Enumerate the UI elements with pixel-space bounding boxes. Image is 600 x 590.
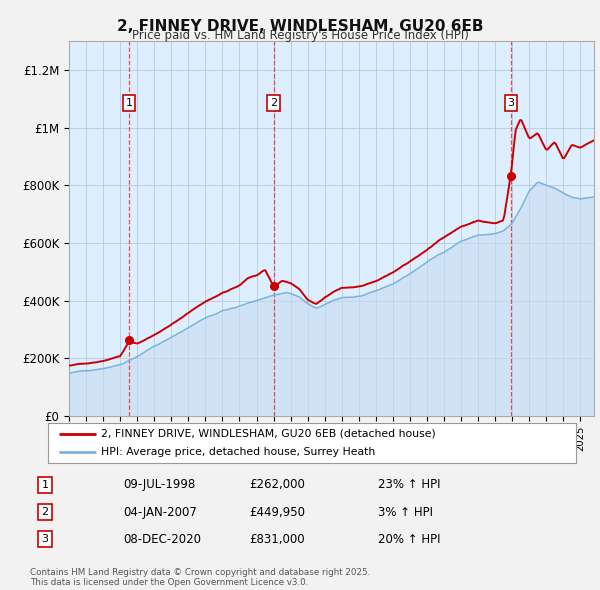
- Text: Price paid vs. HM Land Registry's House Price Index (HPI): Price paid vs. HM Land Registry's House …: [131, 30, 469, 42]
- Text: 04-JAN-2007: 04-JAN-2007: [123, 506, 197, 519]
- Text: £831,000: £831,000: [249, 533, 305, 546]
- Text: 08-DEC-2020: 08-DEC-2020: [123, 533, 201, 546]
- Text: £262,000: £262,000: [249, 478, 305, 491]
- Text: 3% ↑ HPI: 3% ↑ HPI: [378, 506, 433, 519]
- Text: 2: 2: [41, 507, 49, 517]
- Text: 2, FINNEY DRIVE, WINDLESHAM, GU20 6EB (detached house): 2, FINNEY DRIVE, WINDLESHAM, GU20 6EB (d…: [101, 429, 436, 439]
- Text: 23% ↑ HPI: 23% ↑ HPI: [378, 478, 440, 491]
- Text: Contains HM Land Registry data © Crown copyright and database right 2025.
This d: Contains HM Land Registry data © Crown c…: [30, 568, 370, 587]
- Text: 20% ↑ HPI: 20% ↑ HPI: [378, 533, 440, 546]
- Text: 2, FINNEY DRIVE, WINDLESHAM, GU20 6EB: 2, FINNEY DRIVE, WINDLESHAM, GU20 6EB: [117, 19, 483, 34]
- Text: HPI: Average price, detached house, Surrey Heath: HPI: Average price, detached house, Surr…: [101, 447, 375, 457]
- Text: 1: 1: [125, 98, 133, 108]
- Text: 2: 2: [270, 98, 277, 108]
- Text: 1: 1: [41, 480, 49, 490]
- Text: 3: 3: [508, 98, 514, 108]
- Text: 09-JUL-1998: 09-JUL-1998: [123, 478, 195, 491]
- Text: 3: 3: [41, 535, 49, 544]
- Text: £449,950: £449,950: [249, 506, 305, 519]
